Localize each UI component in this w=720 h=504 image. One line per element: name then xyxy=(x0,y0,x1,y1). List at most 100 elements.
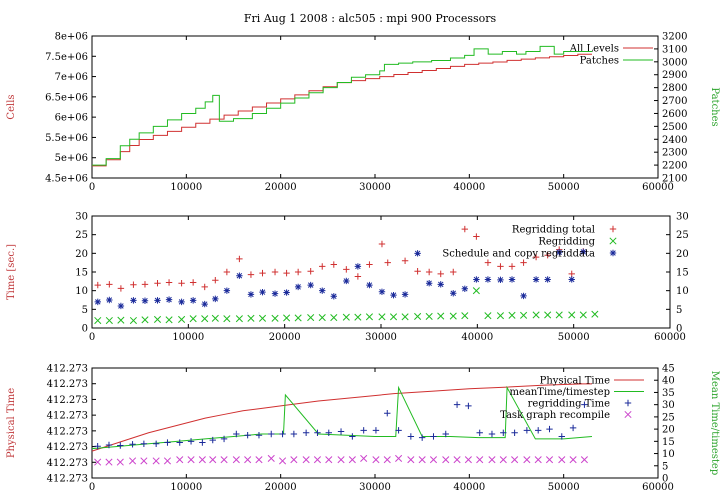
data-point xyxy=(232,456,240,464)
data-point xyxy=(499,456,507,464)
data-point xyxy=(233,430,240,438)
data-point xyxy=(401,257,409,264)
y-axis-label: Physical Time xyxy=(6,388,17,458)
y-tick-label: 412.273 xyxy=(47,395,88,406)
data-point xyxy=(117,442,124,449)
data-point xyxy=(244,456,252,464)
data-point xyxy=(290,430,298,438)
data-point xyxy=(198,456,206,464)
data-point xyxy=(220,435,228,443)
y2-tick-label: 2900 xyxy=(662,70,687,81)
data-point xyxy=(383,456,391,464)
y-tick-label: 5.5e+06 xyxy=(45,133,88,144)
data-point xyxy=(401,313,409,321)
data-point xyxy=(94,298,101,306)
data-point xyxy=(442,430,449,438)
data-point xyxy=(247,314,255,322)
y-tick-label: 412.273 xyxy=(47,458,88,469)
legend-label: Regridding xyxy=(538,237,595,248)
data-point xyxy=(201,315,209,323)
series-line xyxy=(92,53,592,167)
data-point xyxy=(556,249,563,256)
data-point xyxy=(476,456,484,464)
data-point xyxy=(360,454,368,462)
data-point xyxy=(258,314,267,322)
data-point xyxy=(407,433,415,440)
data-point xyxy=(580,456,588,464)
data-point xyxy=(189,279,197,286)
data-point xyxy=(429,456,438,464)
y2-tick-label: 40 xyxy=(662,376,675,387)
y2-axis-label: Mean Time/timestep xyxy=(709,371,720,475)
y2-tick-label: 2500 xyxy=(662,122,687,133)
y2-tick-label: 3200 xyxy=(662,32,687,43)
y2-tick-label: 45 xyxy=(662,364,675,375)
data-point xyxy=(117,285,125,292)
data-point xyxy=(105,458,113,466)
data-point xyxy=(290,456,298,464)
x-tick-label: 20000 xyxy=(265,482,297,493)
legend-label: Schedule and copy regriddata xyxy=(442,249,595,260)
data-point xyxy=(105,316,113,325)
data-point xyxy=(209,436,216,444)
data-point xyxy=(544,252,551,259)
data-point xyxy=(544,311,552,319)
data-point xyxy=(106,296,113,304)
data-point xyxy=(484,259,492,266)
data-point xyxy=(343,266,350,273)
data-point xyxy=(464,456,472,464)
y2-tick-label: 15 xyxy=(662,437,675,448)
data-point xyxy=(523,456,531,464)
data-point xyxy=(117,302,125,310)
legend-label: Physical Time xyxy=(540,376,610,387)
data-point xyxy=(488,430,496,438)
y2-tick-label: 2700 xyxy=(662,96,687,107)
data-point xyxy=(220,456,228,464)
y-tick-label: 6.5e+06 xyxy=(45,92,88,103)
x-tick-label: 0 xyxy=(89,482,95,493)
y2-tick-label: 35 xyxy=(662,388,675,399)
legend-label: meanTime/timestep xyxy=(509,387,610,398)
data-point xyxy=(189,297,197,304)
y-tick-label: 20 xyxy=(75,249,88,260)
data-point xyxy=(244,432,251,439)
data-point xyxy=(508,263,516,270)
legend-marker xyxy=(624,399,632,407)
data-point xyxy=(259,269,266,277)
data-point xyxy=(472,287,480,295)
data-point xyxy=(372,427,380,434)
y-tick-label: 6e+06 xyxy=(55,113,88,124)
data-point xyxy=(165,279,173,286)
data-point xyxy=(372,456,380,464)
data-point xyxy=(141,297,149,304)
data-point xyxy=(105,441,113,449)
data-point xyxy=(130,281,137,288)
data-point xyxy=(247,271,255,278)
data-point xyxy=(581,401,588,408)
legend-marker xyxy=(609,249,617,257)
data-point xyxy=(236,272,243,279)
data-point xyxy=(130,297,137,304)
y-tick-label: 0 xyxy=(82,324,88,335)
data-point xyxy=(569,456,577,464)
data-point xyxy=(325,429,332,436)
data-point xyxy=(278,457,287,465)
data-point xyxy=(414,268,421,275)
y2-tick-label: 3000 xyxy=(662,57,687,68)
y-tick-label-right: 25 xyxy=(676,230,689,241)
y-axis-label: Time [sec.] xyxy=(6,244,17,300)
data-point xyxy=(568,276,575,283)
x-tick-label: 0 xyxy=(89,182,95,193)
data-point xyxy=(354,313,362,321)
y-tick-label: 5 xyxy=(82,305,88,316)
data-point xyxy=(307,268,314,275)
data-point xyxy=(187,456,195,464)
data-point xyxy=(235,315,243,323)
data-point xyxy=(418,456,426,464)
data-point xyxy=(319,263,326,270)
data-point xyxy=(496,312,505,320)
data-point xyxy=(378,313,386,321)
legend-marker xyxy=(609,225,617,233)
